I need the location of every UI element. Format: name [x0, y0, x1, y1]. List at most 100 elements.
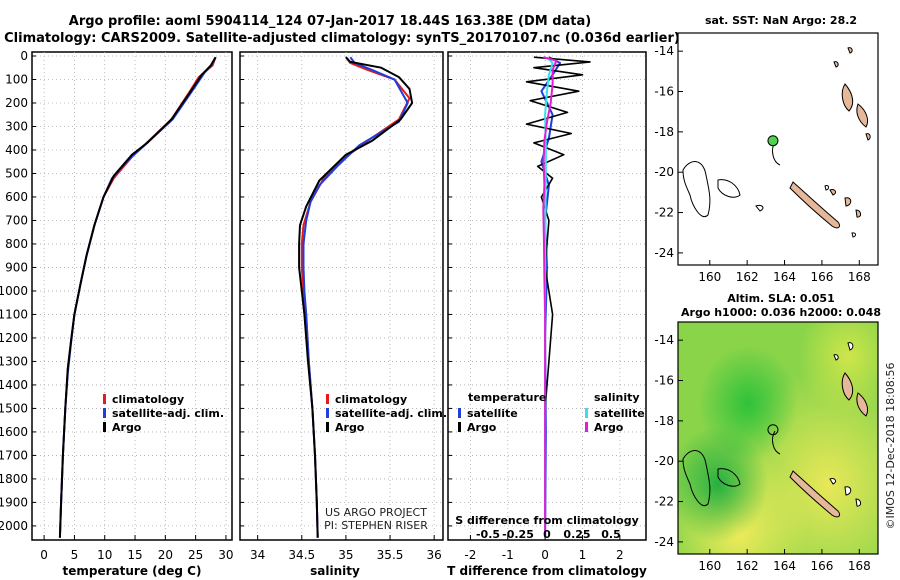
coastline-outline [755, 205, 764, 212]
y-tick-label: 1300 [0, 354, 28, 368]
y-tick-label: 1800 [0, 472, 28, 486]
map-y-tick-label: -24 [654, 535, 674, 549]
map-y-tick-label: -18 [654, 414, 674, 428]
figure-title-line2: Climatology: CARS2009. Satellite-adjuste… [4, 31, 680, 46]
subtick-label: -0.5 [476, 528, 500, 541]
map-x-tick-label: 166 [810, 559, 833, 573]
y-tick-label: 500 [5, 166, 28, 180]
coastline-outline [717, 179, 741, 198]
subtick-label: -0.25 [502, 528, 534, 541]
y-tick-label: 400 [5, 143, 28, 157]
difference-legend: temperature satellite Argo salinity sate… [458, 391, 645, 434]
legend-salinity-title: salinity [594, 391, 640, 404]
temperature-x-axis-label: temperature (deg C) [63, 564, 202, 578]
x-tick-label: 20 [158, 548, 173, 562]
sla-map-title-line1: Altim. SLA: 0.051 [727, 292, 834, 305]
difference-x-ticks: -2 -1 0 1 2 [464, 535, 624, 562]
coastline-outline [851, 232, 856, 238]
legend-sal-argo-swatch [585, 422, 588, 432]
legend-temp-satellite-swatch [458, 408, 461, 418]
x-tick-label: 34.5 [288, 548, 315, 562]
map-y-tick-label: -20 [654, 165, 674, 179]
legend-satellite-swatch [326, 408, 329, 418]
y-tick-label: 1500 [0, 401, 28, 415]
vanuatu-island [856, 392, 869, 417]
sst-map-axis-ticks: 160 162 164 166 168 -14 -16 -18 -20 -22 -24 [654, 44, 870, 284]
salinity-difference-subticks: -0.5 -0.25 0 0.25 0.5 [476, 528, 621, 541]
loyalty-island [855, 498, 862, 507]
map-y-tick-label: -16 [654, 374, 674, 388]
vanuatu-island [841, 372, 854, 401]
argo-float-marker [767, 424, 779, 436]
map-x-tick-label: 162 [736, 270, 759, 284]
temperature-panel-frame [31, 51, 233, 541]
legend-argo-swatch [103, 422, 106, 432]
series-line [542, 56, 558, 538]
series-line [58, 56, 217, 538]
map-y-tick-label: -24 [654, 246, 674, 260]
y-tick-label: 1600 [0, 425, 28, 439]
legend-satellite-swatch [103, 408, 106, 418]
y-tick-label: 1200 [0, 331, 28, 345]
legend-climatology-swatch [326, 394, 329, 404]
x-tick-label: 35.5 [377, 548, 404, 562]
map-y-tick-label: -14 [654, 333, 674, 347]
x-tick-label: 30 [218, 548, 233, 562]
sst-map-title: sat. SST: NaN Argo: 28.2 [705, 14, 857, 27]
subtick-label: 0.25 [563, 528, 590, 541]
x-tick-label: 10 [97, 548, 112, 562]
temperature-legend: climatology satellite-adj. clim. Argo [103, 393, 224, 434]
x-tick-label: -2 [464, 548, 476, 562]
depth-axis-ticks: 0 100 200 300 400 500 600 700 800 900 1000 1100 1200… [0, 49, 28, 533]
temperature-gridlines [32, 52, 232, 540]
sla-map-axis-ticks: 160 162 164 166 168 -14 -16 -18 -20 -22 -24 [654, 333, 870, 573]
series-line [58, 56, 217, 538]
series-line [298, 56, 414, 538]
map-x-tick-label: 160 [698, 559, 721, 573]
coastline-outline [682, 450, 711, 507]
series-line [302, 56, 409, 538]
map-y-tick-label: -20 [654, 454, 674, 468]
vanuatu-island [847, 47, 853, 54]
y-tick-label: 1100 [0, 307, 28, 321]
coastline-outline [682, 161, 711, 218]
loyalty-island [855, 209, 862, 218]
map-x-tick-label: 164 [773, 270, 796, 284]
difference-x-axis-label: T difference from climatology [447, 564, 647, 578]
map-y-tick-label: -18 [654, 125, 674, 139]
legend-climatology-label: climatology [112, 393, 184, 406]
y-tick-label: 1000 [0, 284, 28, 298]
vanuatu-island [847, 342, 854, 351]
y-tick-label: 100 [5, 72, 28, 86]
coastline-outline [824, 185, 829, 191]
new-caledonia-island [789, 470, 841, 518]
figure-title-line1: Argo profile: aoml 5904114_124 07-Jan-20… [69, 14, 591, 29]
x-tick-label: 36 [427, 548, 442, 562]
x-tick-label: 5 [71, 548, 79, 562]
x-tick-label: 35 [338, 548, 353, 562]
map-x-tick-label: 160 [698, 270, 721, 284]
difference-profile-lines [525, 56, 591, 538]
map-x-tick-label: 168 [848, 270, 871, 284]
sla-heatmap [678, 322, 878, 554]
credit-project: US ARGO PROJECT [325, 506, 427, 519]
sla-map-title-line2: Argo h1000: 0.036 h2000: 0.048 [681, 306, 881, 319]
map-y-tick-label: -22 [654, 206, 674, 220]
y-tick-label: 900 [5, 260, 28, 274]
subtick-label: 0 [543, 528, 551, 541]
y-tick-label: 300 [5, 119, 28, 133]
subtick-label: 0.5 [601, 528, 621, 541]
y-tick-label: 200 [5, 96, 28, 110]
salinity-legend: climatology satellite-adj. clim. Argo [326, 393, 447, 434]
loyalty-island [844, 197, 852, 207]
y-tick-label: 700 [5, 213, 28, 227]
sst-map-coastlines [682, 47, 871, 238]
legend-sal-satellite-swatch [585, 408, 588, 418]
salinity-x-axis-label: salinity [310, 564, 360, 578]
x-tick-label: 15 [127, 548, 142, 562]
legend-sal-argo-label: Argo [594, 421, 624, 434]
series-line [300, 56, 411, 538]
x-tick-label: 0 [541, 548, 549, 562]
map-y-tick-label: -14 [654, 44, 674, 58]
series-line [525, 56, 591, 538]
